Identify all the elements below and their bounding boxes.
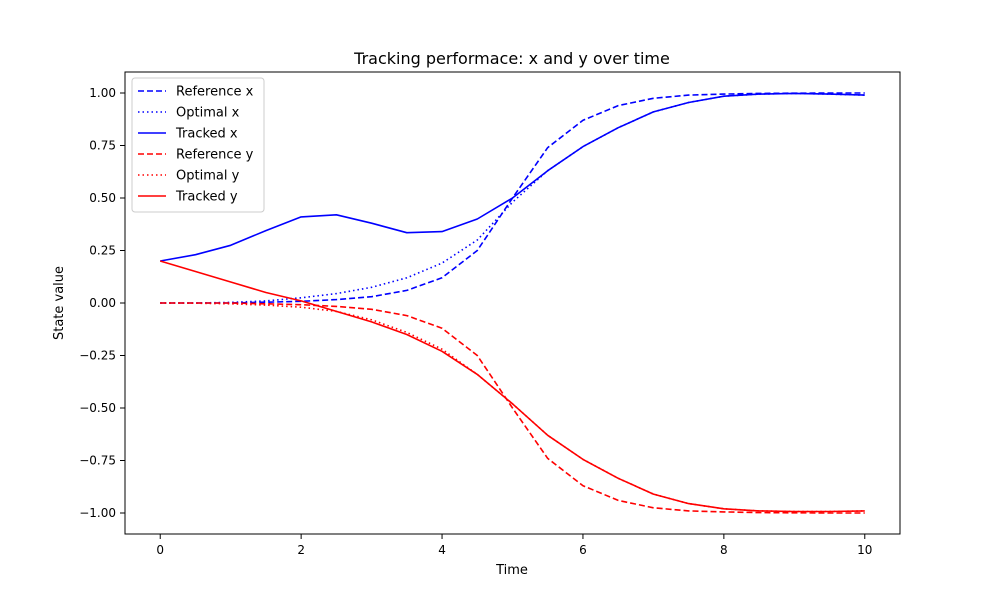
legend-label: Tracked x [175, 127, 238, 142]
y-tick-label: 0.50 [89, 191, 116, 205]
x-axis-label: Time [495, 563, 528, 578]
series-line-reference-y [160, 302, 865, 514]
x-tick-label: 4 [438, 543, 446, 557]
y-tick-label: 0.25 [89, 244, 116, 258]
x-tick-label: 2 [297, 543, 305, 557]
plot-lines [159, 92, 865, 514]
y-tick-label: 1.00 [89, 86, 116, 100]
y-tick-label: −0.25 [79, 349, 116, 363]
x-tick-label: 6 [579, 543, 587, 557]
series-line-tracked-x [160, 92, 865, 262]
y-tick-label: −0.75 [79, 454, 116, 468]
chart-title: Tracking performace: x and y over time [353, 49, 670, 68]
legend-label: Reference y [176, 148, 254, 163]
series-line-tracked-y [159, 260, 865, 513]
y-axis: −1.00 −0.75 −0.50 −0.25 0.00 0.25 0.50 0.75 1.00 [79, 86, 125, 520]
x-tick-label: 10 [857, 543, 872, 557]
y-tick-label: 0.00 [89, 296, 116, 310]
x-tick-label: 8 [720, 543, 728, 557]
x-axis: 0 2 4 6 8 10 [156, 534, 872, 557]
series-line-optimal-x [160, 92, 865, 304]
legend-label: Reference x [176, 85, 254, 100]
y-tick-label: −1.00 [79, 506, 116, 520]
y-tick-label: 0.75 [89, 139, 116, 153]
y-axis-label: State value [52, 266, 67, 340]
x-tick-label: 0 [156, 543, 164, 557]
legend-label: Optimal x [176, 106, 240, 121]
legend-label: Optimal y [176, 169, 240, 184]
legend: Reference x Optimal x Tracked x Reference y… [131, 77, 265, 213]
legend-label: Tracked y [175, 190, 238, 205]
y-tick-label: −0.50 [79, 401, 116, 415]
